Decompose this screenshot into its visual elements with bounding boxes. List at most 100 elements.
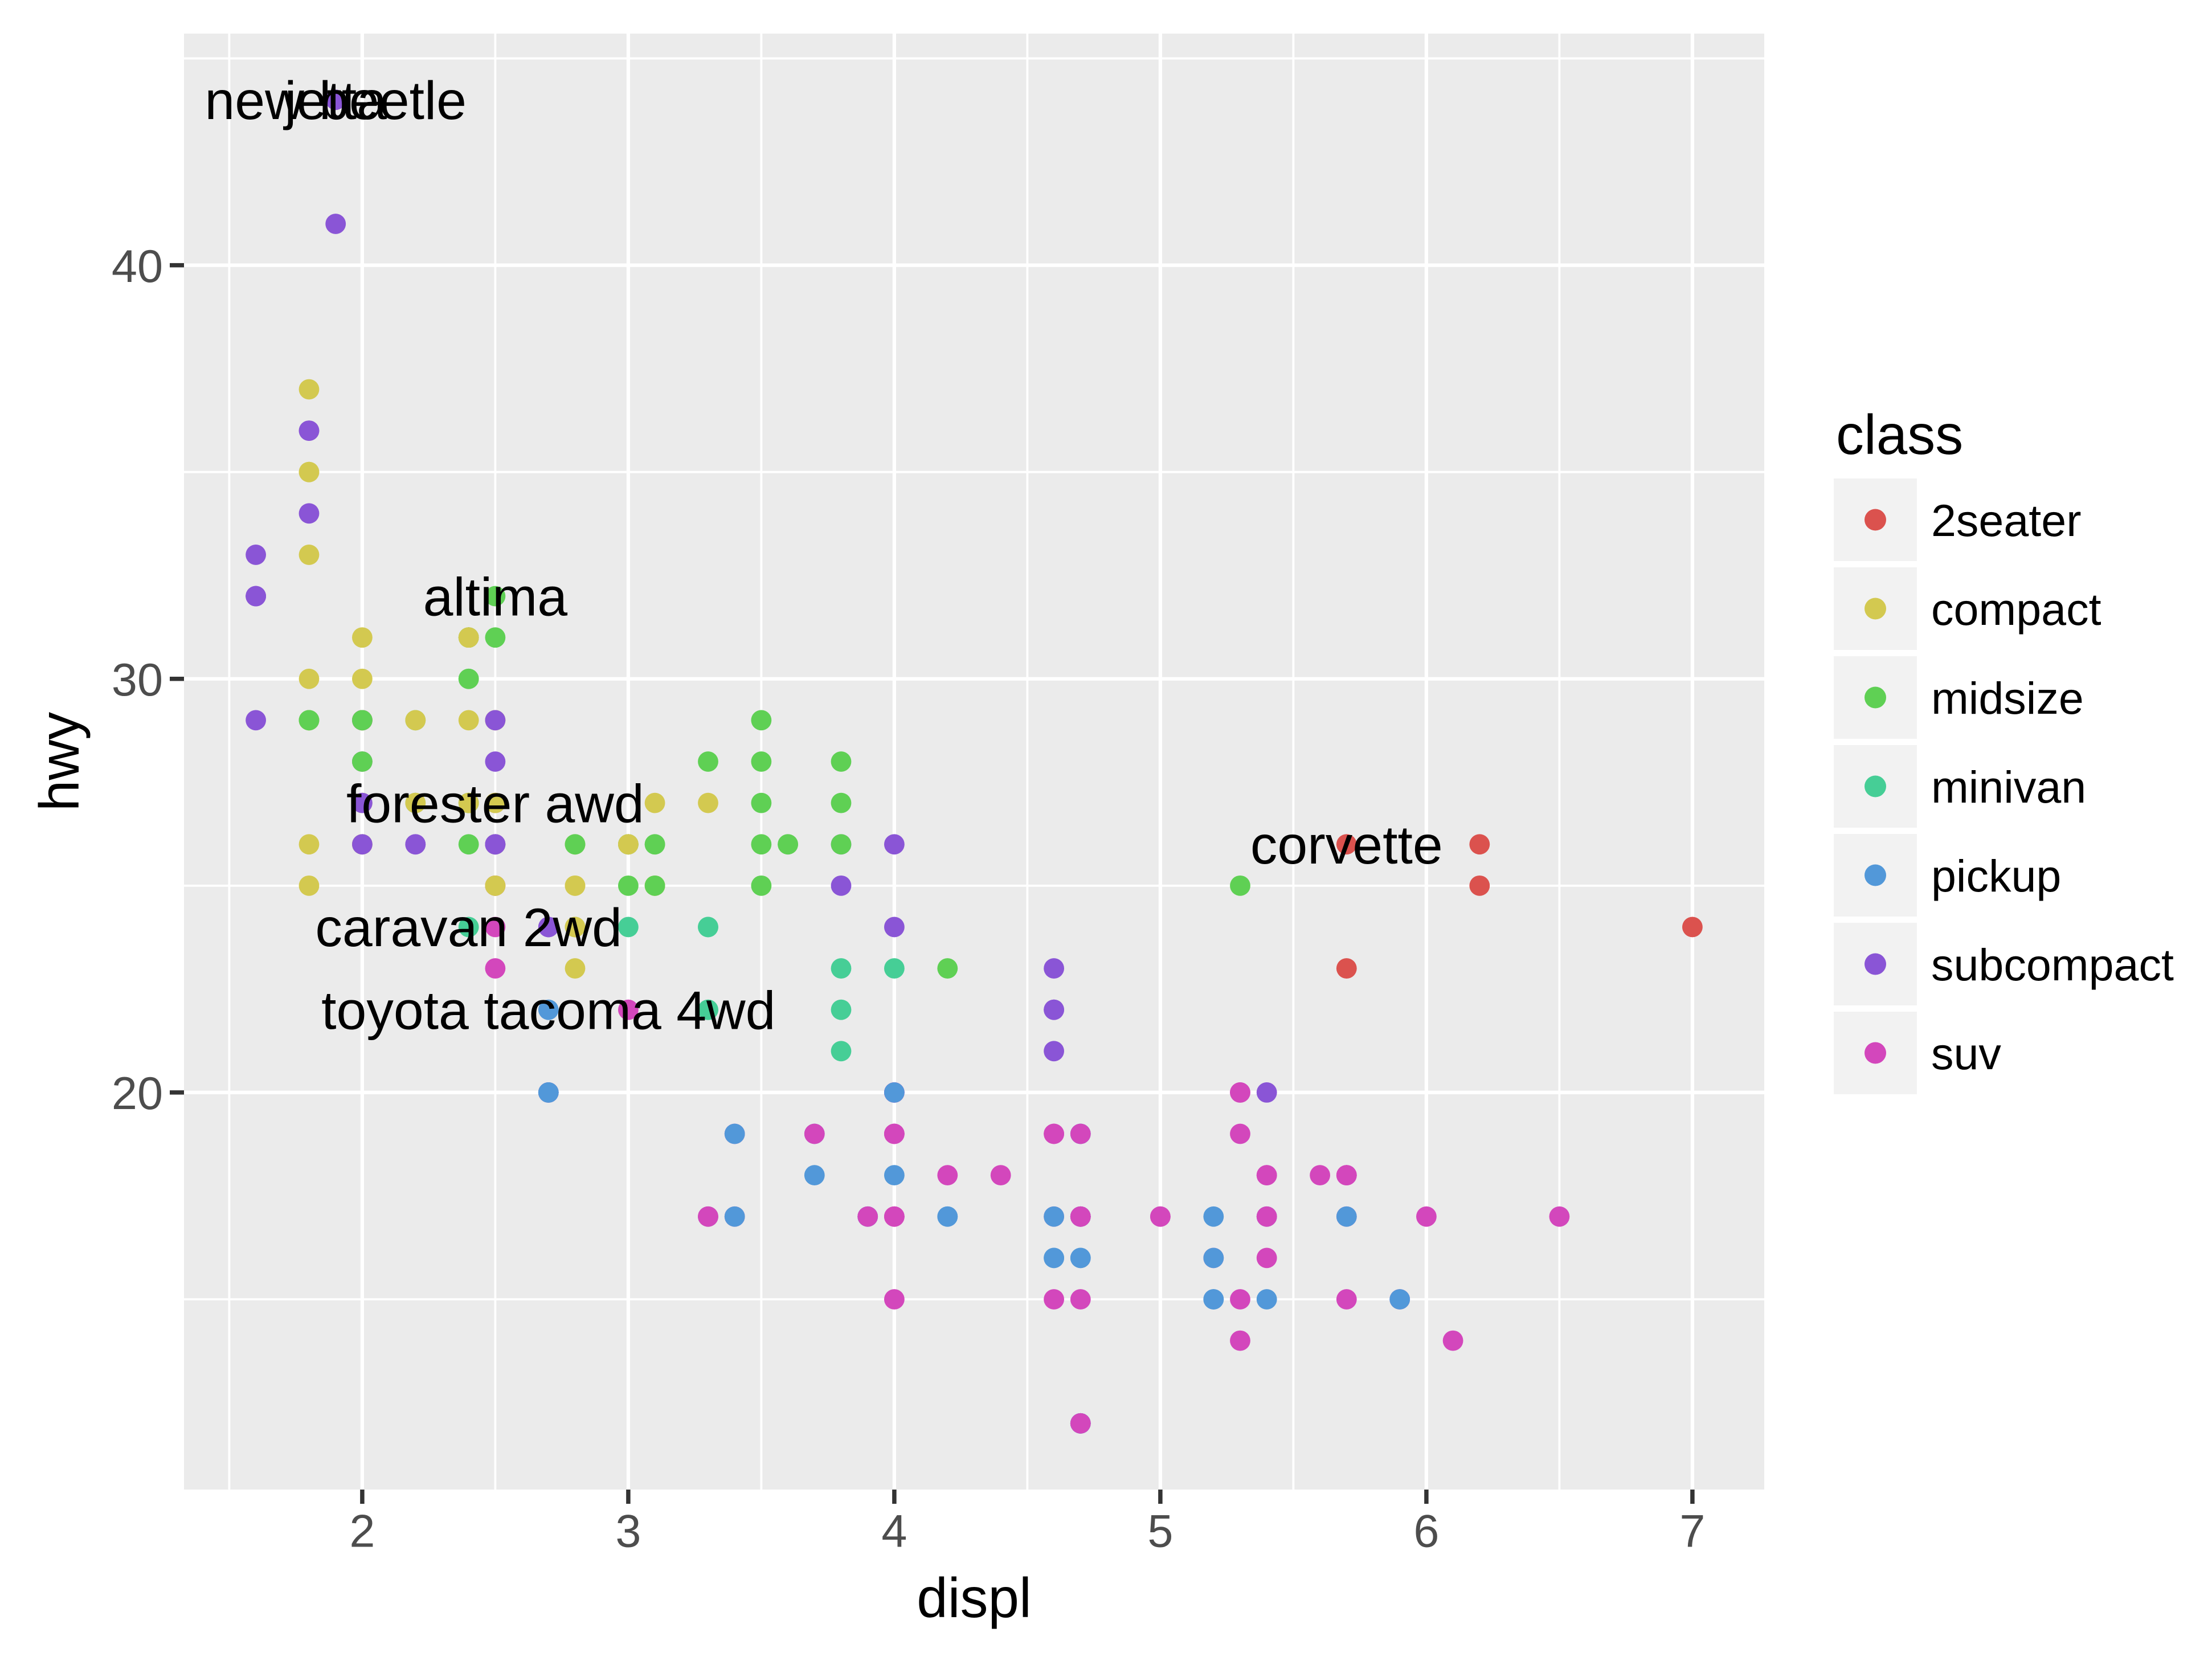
data-point <box>1469 834 1490 855</box>
data-point <box>884 917 905 938</box>
data-point <box>405 792 426 813</box>
data-point <box>405 834 426 855</box>
legend-item-label: 2seater <box>1931 495 2082 546</box>
data-point <box>804 1165 825 1186</box>
data-point <box>485 751 506 772</box>
legend-key-dot <box>1865 686 1886 709</box>
data-point <box>1336 1165 1357 1186</box>
legend-items: 2seater compact midsize minivan pickup subcom… <box>1834 478 2174 1094</box>
data-point <box>698 1206 718 1227</box>
data-point <box>778 834 798 855</box>
data-point <box>884 1206 905 1227</box>
data-point <box>1469 875 1490 896</box>
data-point <box>351 751 373 772</box>
data-point <box>351 792 373 813</box>
data-point <box>351 834 373 855</box>
data-point <box>246 710 266 731</box>
data-point <box>831 999 852 1020</box>
data-point <box>618 999 639 1020</box>
point-labels: corvette caravan 2wd altima forester awd toy… <box>205 71 1442 1041</box>
data-point <box>618 875 639 896</box>
x-tick-label: 6 <box>1413 1506 1439 1557</box>
y-axis-tick-labels: 20 30 40 <box>112 241 163 1119</box>
data-point <box>485 958 506 979</box>
data-point <box>1256 1247 1277 1269</box>
data-point <box>937 1165 958 1186</box>
data-point <box>538 1082 559 1103</box>
data-point <box>1044 1206 1065 1227</box>
data-point <box>724 1123 745 1144</box>
data-point <box>1203 1247 1224 1269</box>
data-point <box>1336 834 1357 855</box>
data-point <box>1044 1123 1065 1144</box>
legend-item-label: minivan <box>1931 762 2086 812</box>
data-point <box>485 917 506 938</box>
data-point <box>937 958 958 979</box>
model-label: new beetle <box>205 71 467 131</box>
data-point <box>698 792 718 813</box>
data-point <box>299 668 320 689</box>
data-point <box>1044 1289 1065 1310</box>
data-point <box>299 710 320 731</box>
data-point <box>1256 1289 1277 1310</box>
data-point <box>831 875 852 896</box>
data-point <box>884 1289 905 1310</box>
data-point <box>1230 1330 1250 1351</box>
data-point <box>831 834 852 855</box>
data-point <box>884 834 905 855</box>
data-point <box>751 710 772 731</box>
y-tick-label: 30 <box>112 654 163 706</box>
data-point <box>485 710 506 731</box>
legend-item-label: compact <box>1931 584 2101 635</box>
data-point <box>1150 1206 1171 1227</box>
model-label: toyota tacoma 4wd <box>321 980 775 1041</box>
legend: class 2seater compact midsize minivan pickup… <box>1834 403 2174 1094</box>
plot-panel: corvette caravan 2wd altima forester awd toy… <box>184 34 1764 1490</box>
data-point <box>485 834 506 855</box>
data-point <box>1044 958 1065 979</box>
legend-item: 2seater <box>1834 478 2082 561</box>
x-axis-ticks <box>360 1490 1695 1504</box>
data-point <box>831 751 852 772</box>
data-point <box>831 792 852 813</box>
data-point <box>1256 1082 1277 1103</box>
data-point <box>299 834 320 855</box>
data-point <box>884 958 905 979</box>
x-tick-label: 3 <box>615 1506 641 1557</box>
data-point <box>538 917 559 938</box>
data-point <box>698 917 718 938</box>
legend-item: minivan <box>1834 745 2086 828</box>
data-point <box>644 834 665 855</box>
legend-item-label: pickup <box>1931 850 2061 901</box>
data-point <box>990 1165 1011 1186</box>
x-axis: 2 3 4 5 6 7 displ <box>349 1490 1705 1629</box>
data-point <box>299 461 320 482</box>
data-point <box>1070 1123 1091 1144</box>
data-point <box>1230 1289 1250 1310</box>
x-axis-title: displ <box>917 1566 1032 1629</box>
data-point <box>299 503 320 524</box>
data-point <box>1203 1289 1224 1310</box>
x-tick-label: 4 <box>881 1506 907 1557</box>
data-point <box>1549 1206 1570 1227</box>
data-point <box>751 875 772 896</box>
data-point <box>299 420 320 441</box>
data-point <box>458 917 479 938</box>
data-point <box>884 1165 905 1186</box>
data-point <box>1044 1247 1065 1269</box>
data-point <box>1070 1247 1091 1269</box>
data-point <box>884 1123 905 1144</box>
data-point <box>299 379 320 400</box>
data-point <box>751 792 772 813</box>
data-point <box>458 710 479 731</box>
data-point <box>351 668 373 689</box>
model-label: jetta <box>283 71 387 131</box>
data-point <box>458 792 479 813</box>
legend-item: compact <box>1834 567 2101 650</box>
data-point <box>698 999 718 1020</box>
legend-item: pickup <box>1834 834 2061 917</box>
data-point <box>1230 1123 1250 1144</box>
data-point <box>1230 1082 1250 1103</box>
